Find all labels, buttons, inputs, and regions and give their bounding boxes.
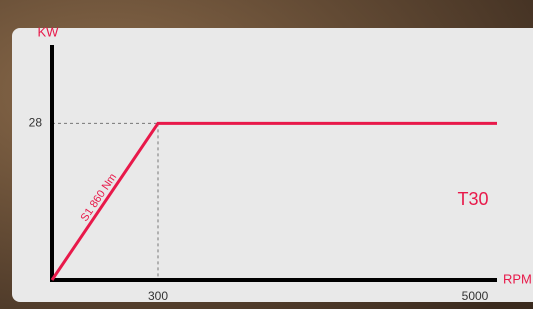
page: KW RPM 283005000S1 860 NmT30 (() => { co… [0,0,533,309]
panel [12,28,533,302]
y-axis-label: KW [38,24,60,39]
y-tick-label: 28 [29,116,43,130]
chart: KW RPM 283005000S1 860 NmT30 [0,0,533,309]
x-tick-label: 5000 [462,289,489,303]
x-axis-label: RPM [503,271,532,286]
annotation: T30 [457,189,488,209]
x-tick-label: 300 [148,289,168,303]
